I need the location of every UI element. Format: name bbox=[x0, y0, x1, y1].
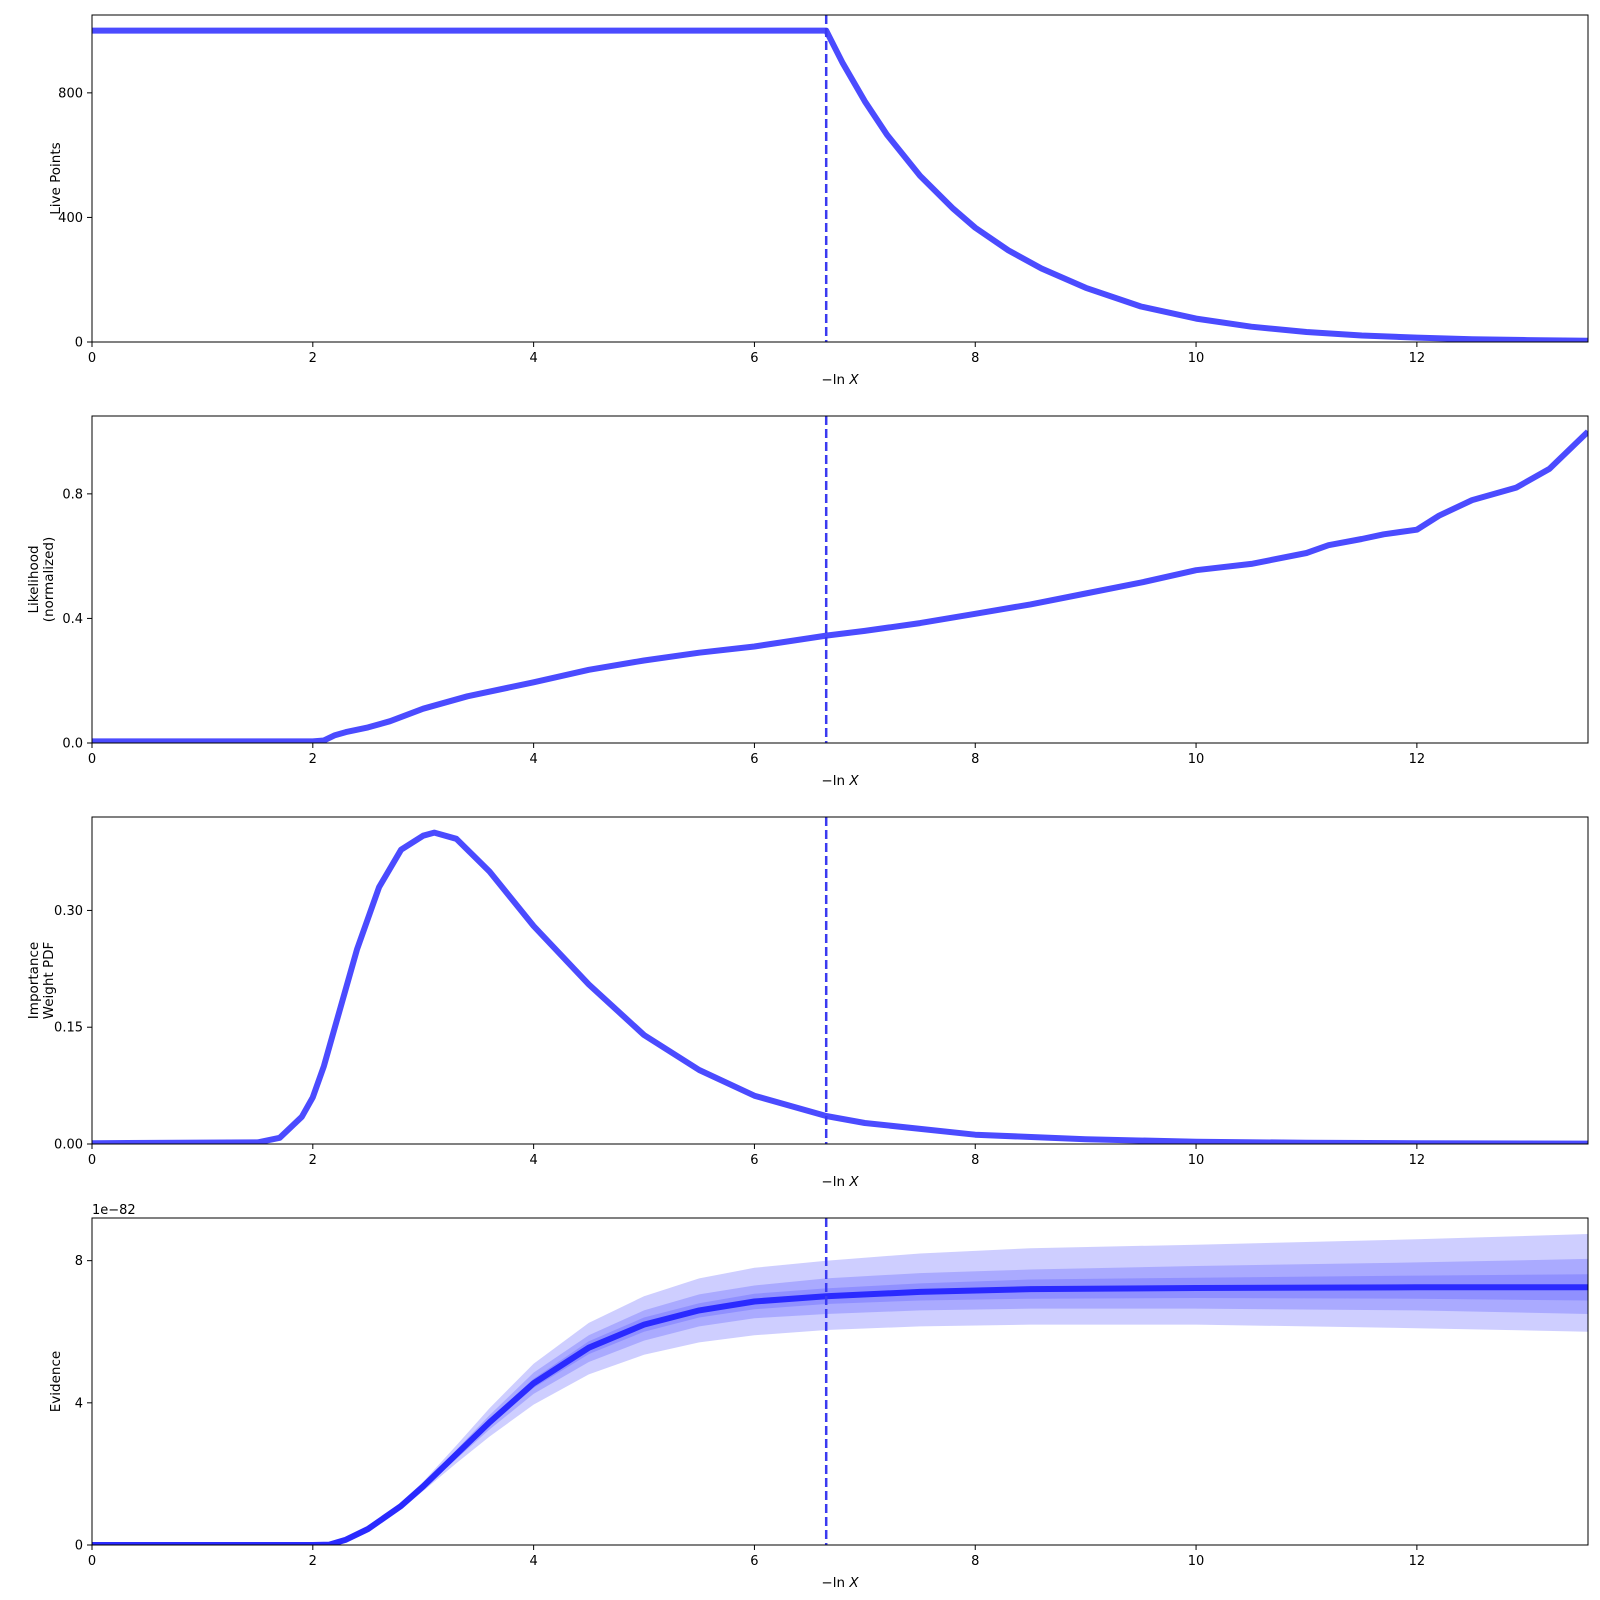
x-tick-label: 0 bbox=[88, 752, 96, 767]
x-axis-label-variable: X bbox=[848, 372, 859, 388]
x-axis-label-variable: X bbox=[848, 773, 859, 789]
x-axis-label-variable: X bbox=[848, 1174, 859, 1190]
x-axis-label: −ln X bbox=[821, 773, 859, 789]
axes-frame bbox=[91, 1217, 1589, 1546]
y-axis-label: Weight PDF bbox=[41, 942, 57, 1020]
x-tick-label: 10 bbox=[1188, 1153, 1205, 1168]
x-tick-label: 12 bbox=[1409, 351, 1426, 366]
x-axis-label: −ln X bbox=[821, 372, 859, 388]
axes-frame bbox=[91, 816, 1589, 1145]
x-tick-label: 4 bbox=[529, 1554, 537, 1569]
x-axis-label-prefix: −ln bbox=[821, 773, 849, 789]
series-line bbox=[92, 429, 1588, 743]
x-tick-label: 4 bbox=[529, 351, 537, 366]
y-axis-label: Importance bbox=[26, 942, 42, 1019]
series-line bbox=[92, 27, 1588, 342]
series-line bbox=[92, 1284, 1588, 1545]
x-axis-label-prefix: −ln bbox=[821, 372, 849, 388]
y-tick-label: 8 bbox=[75, 1254, 83, 1269]
panel-3: 0 2 4 6 8 10 12 0.00 0.15 0.30 −ln X Importance Weig… bbox=[26, 816, 1589, 1190]
y-tick-label: 0.00 bbox=[54, 1138, 83, 1153]
x-tick-label: 12 bbox=[1409, 752, 1426, 767]
x-tick-label: 12 bbox=[1409, 1153, 1426, 1168]
plot-area bbox=[92, 27, 1588, 342]
x-tick-label: 0 bbox=[88, 1153, 96, 1168]
panel-2: 0 2 4 6 8 10 12 0.0 0.4 0.8 −ln X Likelihood (normal… bbox=[26, 415, 1589, 789]
x-tick-label: 10 bbox=[1188, 1554, 1205, 1569]
x-axis-label-prefix: −ln bbox=[821, 1575, 849, 1591]
y-tick-label: 0.0 bbox=[62, 737, 83, 752]
series-line bbox=[92, 829, 1588, 1144]
y-axis-label: (normalized) bbox=[41, 537, 57, 623]
plot-area bbox=[92, 429, 1588, 743]
x-tick-label: 4 bbox=[529, 1153, 537, 1168]
x-tick-label: 2 bbox=[309, 351, 317, 366]
y-tick-label: 4 bbox=[75, 1396, 83, 1411]
x-axis-label-variable: X bbox=[848, 1575, 859, 1591]
x-tick-label: 0 bbox=[88, 1554, 96, 1569]
x-tick-label: 10 bbox=[1188, 351, 1205, 366]
x-tick-label: 8 bbox=[971, 1153, 979, 1168]
x-tick-label: 2 bbox=[309, 752, 317, 767]
y-tick-label: 0.4 bbox=[62, 612, 83, 627]
axes-frame bbox=[91, 14, 1589, 343]
x-axis-label-prefix: −ln bbox=[821, 1174, 849, 1190]
x-tick-label: 6 bbox=[750, 1153, 758, 1168]
plot-area bbox=[92, 1234, 1588, 1545]
x-axis-label: −ln X bbox=[821, 1575, 859, 1591]
x-tick-label: 10 bbox=[1188, 752, 1205, 767]
y-axis-label: Evidence bbox=[48, 1351, 64, 1412]
x-tick-label: 6 bbox=[750, 351, 758, 366]
y-axis-label: Likelihood bbox=[26, 545, 42, 613]
x-tick-label: 12 bbox=[1409, 1554, 1426, 1569]
y-tick-label: 400 bbox=[58, 211, 83, 226]
y-offset-text: 1e−82 bbox=[92, 1203, 136, 1218]
x-tick-label: 8 bbox=[971, 351, 979, 366]
x-tick-label: 0 bbox=[88, 351, 96, 366]
y-tick-label: 0.15 bbox=[54, 1021, 83, 1036]
x-tick-label: 2 bbox=[309, 1554, 317, 1569]
y-tick-label: 0.30 bbox=[54, 904, 83, 919]
y-tick-label: 0 bbox=[75, 1539, 83, 1554]
panel-1: 0 2 4 6 8 10 12 0 400 800 −ln X Live Points bbox=[48, 14, 1589, 388]
x-tick-label: 6 bbox=[750, 1554, 758, 1569]
x-tick-label: 6 bbox=[750, 752, 758, 767]
y-tick-label: 800 bbox=[58, 86, 83, 101]
y-axis-label: Live Points bbox=[48, 142, 64, 214]
x-tick-label: 8 bbox=[971, 1554, 979, 1569]
uncertainty-band-1 bbox=[92, 1234, 1588, 1545]
panel-4: 0 2 4 6 8 10 12 0 4 8 −ln X Evidence 1e−82 bbox=[48, 1203, 1589, 1591]
y-tick-label: 0 bbox=[75, 336, 83, 351]
axes-frame bbox=[91, 415, 1589, 744]
y-tick-label: 0.8 bbox=[62, 487, 83, 502]
x-tick-label: 4 bbox=[529, 752, 537, 767]
x-axis-label: −ln X bbox=[821, 1174, 859, 1190]
x-tick-label: 8 bbox=[971, 752, 979, 767]
x-tick-label: 2 bbox=[309, 1153, 317, 1168]
plot-area bbox=[92, 829, 1588, 1144]
